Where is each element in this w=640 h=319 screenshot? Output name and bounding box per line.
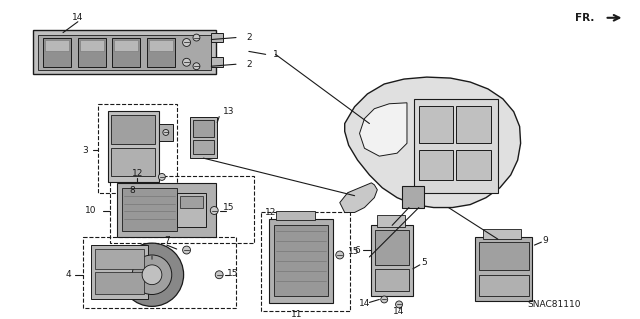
Bar: [456, 150, 491, 180]
Text: 4: 4: [65, 270, 71, 279]
Polygon shape: [33, 30, 216, 74]
Bar: [375, 269, 409, 291]
Bar: [211, 57, 223, 67]
Polygon shape: [360, 103, 407, 156]
Bar: [483, 229, 520, 239]
Circle shape: [182, 39, 191, 47]
Text: 15: 15: [227, 269, 239, 278]
Text: 9: 9: [543, 236, 548, 245]
Bar: [95, 249, 144, 269]
Circle shape: [182, 246, 191, 254]
Bar: [122, 188, 177, 231]
Polygon shape: [340, 183, 378, 212]
Bar: [111, 115, 155, 144]
Circle shape: [396, 301, 403, 308]
Text: 1: 1: [273, 50, 278, 59]
Bar: [479, 242, 529, 270]
Bar: [83, 237, 236, 308]
Bar: [189, 117, 217, 158]
Circle shape: [132, 255, 172, 294]
Circle shape: [381, 296, 388, 303]
Bar: [260, 212, 349, 311]
Text: 14: 14: [359, 299, 370, 308]
Bar: [378, 215, 405, 227]
Text: 2: 2: [246, 60, 252, 69]
Text: SNAC81110: SNAC81110: [527, 300, 581, 309]
Text: 5: 5: [421, 258, 427, 267]
Bar: [80, 40, 104, 51]
Circle shape: [182, 58, 191, 66]
Bar: [276, 211, 315, 220]
Text: FR.: FR.: [575, 13, 595, 23]
Polygon shape: [345, 77, 520, 208]
Circle shape: [193, 34, 200, 41]
Bar: [149, 40, 173, 51]
Bar: [45, 40, 69, 51]
Bar: [193, 140, 214, 154]
Text: 12: 12: [131, 169, 143, 178]
Bar: [98, 104, 177, 193]
Bar: [159, 123, 173, 141]
Bar: [147, 38, 175, 67]
Text: 3: 3: [82, 146, 88, 155]
Circle shape: [120, 243, 184, 306]
Circle shape: [211, 207, 218, 214]
Circle shape: [142, 265, 162, 285]
Bar: [180, 196, 204, 208]
Circle shape: [193, 63, 200, 70]
Bar: [91, 245, 148, 300]
Bar: [111, 176, 254, 243]
Text: 8: 8: [129, 186, 135, 195]
Bar: [414, 99, 498, 193]
Bar: [273, 225, 328, 296]
Circle shape: [336, 251, 344, 259]
Text: 14: 14: [394, 307, 404, 316]
Text: 2: 2: [246, 33, 252, 42]
Bar: [111, 148, 155, 176]
Text: 15: 15: [223, 203, 235, 212]
Circle shape: [215, 271, 223, 279]
Bar: [44, 38, 71, 67]
Text: 13: 13: [223, 107, 235, 116]
Bar: [269, 219, 333, 303]
Text: 12: 12: [265, 208, 276, 217]
Text: 14: 14: [72, 13, 84, 22]
Bar: [211, 33, 223, 42]
Bar: [371, 225, 413, 296]
Bar: [115, 40, 138, 51]
Text: 6: 6: [355, 246, 360, 255]
Bar: [108, 111, 159, 182]
Bar: [419, 106, 453, 143]
Bar: [78, 38, 106, 67]
Circle shape: [159, 174, 165, 180]
Bar: [113, 38, 140, 67]
Text: 11: 11: [291, 310, 302, 319]
Bar: [456, 106, 491, 143]
Circle shape: [163, 130, 169, 135]
Text: 15: 15: [348, 247, 359, 256]
Bar: [479, 275, 529, 296]
Bar: [402, 186, 424, 208]
Bar: [95, 272, 144, 293]
Text: 10: 10: [85, 206, 97, 215]
Bar: [38, 34, 211, 70]
Bar: [375, 230, 409, 265]
Text: 7: 7: [164, 236, 170, 245]
Bar: [117, 183, 216, 237]
Bar: [475, 237, 532, 301]
Bar: [193, 120, 214, 137]
Bar: [419, 150, 453, 180]
Bar: [177, 193, 206, 227]
